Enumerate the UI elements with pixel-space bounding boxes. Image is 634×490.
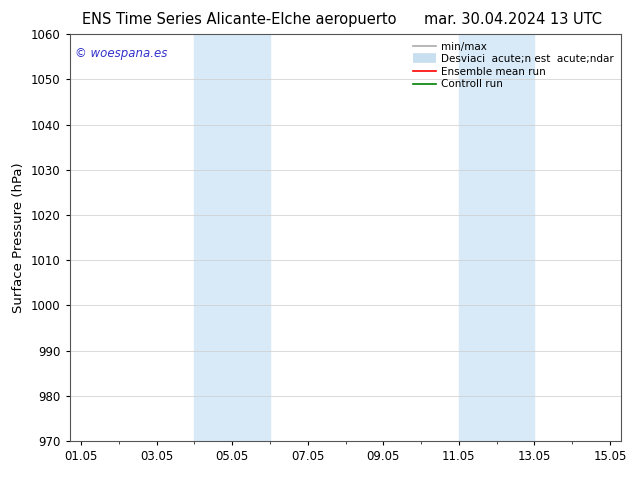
Legend: min/max, Desviaci  acute;n est  acute;ndar, Ensemble mean run, Controll run: min/max, Desviaci acute;n est acute;ndar…: [411, 40, 616, 92]
Text: ENS Time Series Alicante-Elche aeropuerto: ENS Time Series Alicante-Elche aeropuert…: [82, 12, 397, 27]
Text: mar. 30.04.2024 13 UTC: mar. 30.04.2024 13 UTC: [424, 12, 602, 27]
Bar: [459, 34, 534, 441]
Text: © woespana.es: © woespana.es: [75, 47, 167, 59]
Y-axis label: Surface Pressure (hPa): Surface Pressure (hPa): [13, 162, 25, 313]
Bar: [195, 34, 270, 441]
